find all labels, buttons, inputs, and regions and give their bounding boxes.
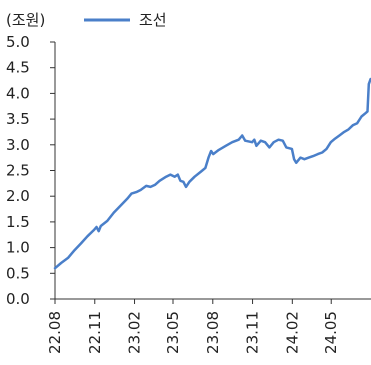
legend-label: 조선 xyxy=(139,11,167,29)
y-tick-label: 1.5 xyxy=(6,213,30,231)
x-tick-label: 24.02 xyxy=(283,311,301,354)
y-tick-label: 0.5 xyxy=(6,264,30,282)
x-tick-label: 22.11 xyxy=(86,311,104,354)
x-tick-label: 23.05 xyxy=(164,311,182,354)
x-tick-label: 23.02 xyxy=(126,311,144,354)
y-tick-label: 3.5 xyxy=(6,110,30,128)
y-axis-unit-label: (조원) xyxy=(6,11,45,29)
x-tick-label: 24.05 xyxy=(322,311,340,354)
series-line xyxy=(53,77,371,270)
x-tick-label: 23.11 xyxy=(244,311,262,354)
y-tick-label: 2.0 xyxy=(6,187,30,205)
y-tick-label: 1.0 xyxy=(6,239,30,257)
y-tick-label: 0.0 xyxy=(6,290,30,308)
y-tick-label: 4.5 xyxy=(6,59,30,77)
y-tick-label: 4.0 xyxy=(6,84,30,102)
y-tick-label: 2.5 xyxy=(6,162,30,180)
x-axis: 22.08 22.11 23.02 23.05 23.08 23.11 24.02 24.05 xyxy=(46,298,371,354)
y-tick-label: 3.0 xyxy=(6,136,30,154)
plot-area xyxy=(53,77,371,270)
y-axis: 0.0 0.5 1.0 1.5 2.0 2.5 3.0 3.5 4.0 4.5 5.0 xyxy=(6,33,56,308)
x-tick-label: 22.08 xyxy=(46,311,64,354)
y-tick-label: 5.0 xyxy=(6,33,30,51)
x-tick-label: 23.08 xyxy=(204,311,222,354)
